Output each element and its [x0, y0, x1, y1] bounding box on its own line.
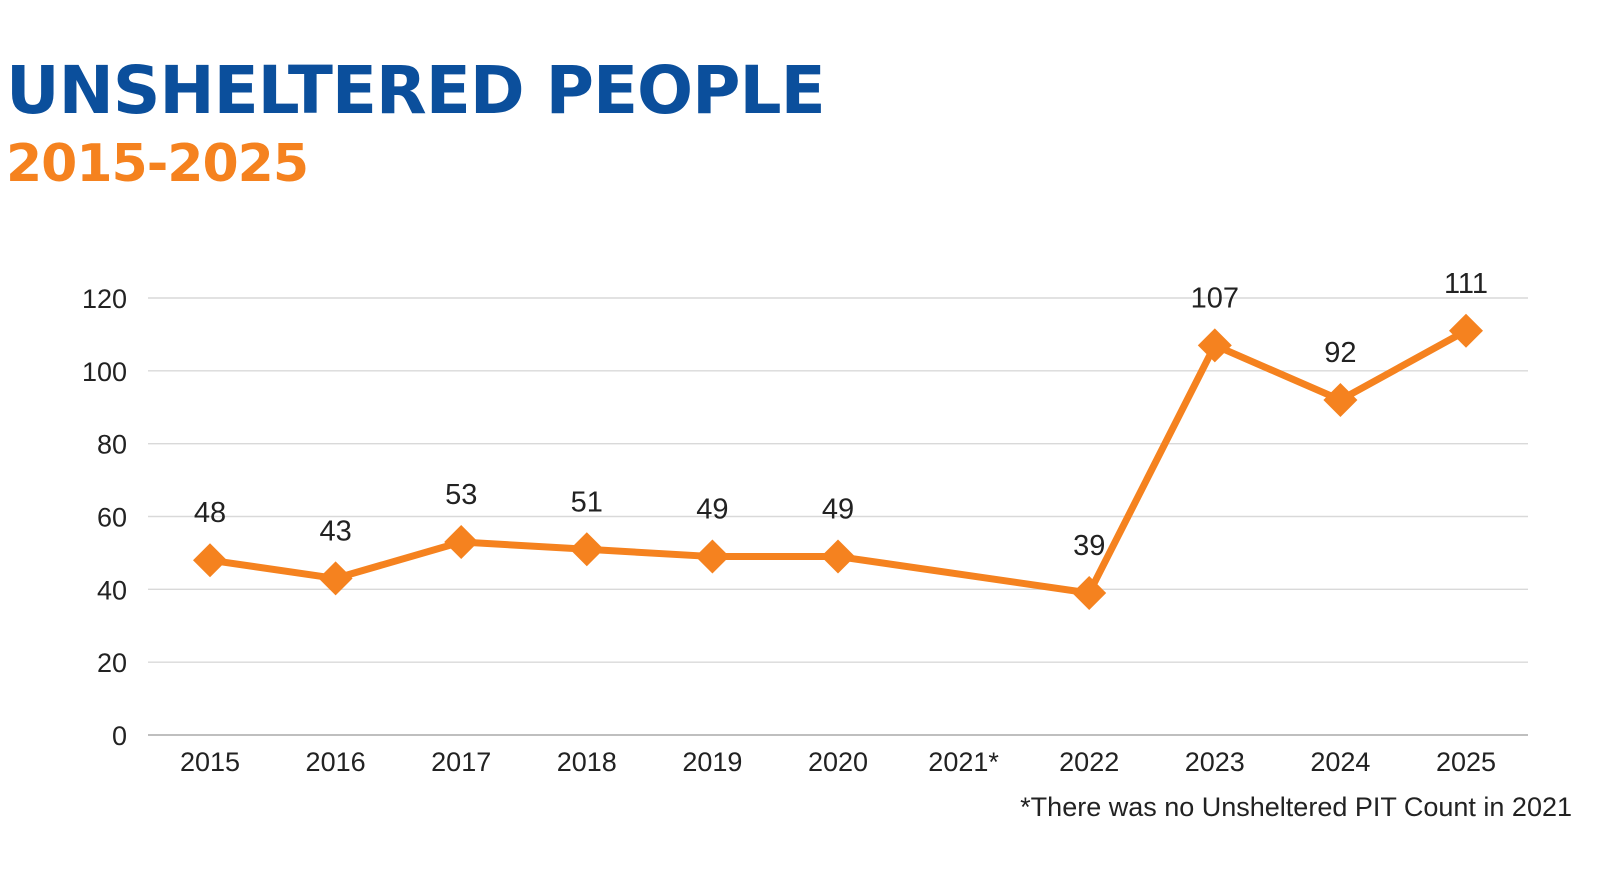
data-point-marker — [1449, 313, 1483, 348]
x-tick-label: 2024 — [1310, 747, 1370, 777]
data-label: 107 — [1191, 282, 1239, 314]
x-tick-label: 2019 — [682, 747, 742, 777]
data-point-marker — [1197, 328, 1232, 363]
x-tick-label: 2021* — [928, 747, 999, 777]
x-tick-label: 2017 — [431, 747, 491, 777]
x-axis-ticks: 2015 2016 2017 2018 2019 2020 2021* 2022 2023 202… — [180, 747, 1496, 777]
data-label: 48 — [194, 497, 226, 529]
series-line-layer — [206, 327, 1470, 597]
data-label-layer: 48 43 53 51 49 49 39 107 92 111 — [194, 268, 1488, 562]
x-tick-label: 2018 — [557, 747, 617, 777]
y-tick-label: 0 — [112, 721, 127, 751]
data-point-marker — [695, 539, 730, 574]
chart-title: UNSHELTERED PEOPLE — [6, 52, 826, 129]
x-tick-label: 2023 — [1185, 747, 1245, 777]
data-label: 39 — [1073, 530, 1105, 562]
data-label: 49 — [822, 494, 854, 526]
data-point-marker — [821, 539, 855, 574]
y-tick-label: 80 — [97, 430, 127, 460]
y-axis-ticks: 0 20 40 60 80 100 120 — [82, 284, 127, 751]
gridlines — [148, 297, 1528, 736]
y-tick-label: 100 — [82, 357, 127, 387]
series-line — [206, 327, 1470, 597]
data-point-marker — [569, 532, 604, 567]
y-tick-label: 40 — [97, 575, 127, 605]
data-point-marker — [1323, 382, 1358, 417]
x-tick-label: 2016 — [306, 747, 366, 777]
x-tick-label: 2020 — [808, 747, 868, 777]
x-tick-label: 2025 — [1436, 747, 1496, 777]
data-label: 51 — [571, 486, 603, 518]
data-label: 49 — [696, 494, 728, 526]
data-label: 111 — [1444, 268, 1488, 300]
data-label: 92 — [1324, 337, 1356, 369]
data-point-marker — [318, 561, 353, 596]
y-tick-label: 20 — [97, 648, 127, 678]
y-tick-label: 120 — [82, 284, 127, 314]
x-tick-label: 2015 — [180, 747, 240, 777]
data-point-marker — [1072, 575, 1107, 610]
marker-layer — [193, 313, 1483, 610]
data-point-marker — [444, 524, 479, 559]
data-point-marker — [193, 543, 227, 578]
data-label: 53 — [445, 479, 477, 511]
y-tick-label: 60 — [97, 503, 127, 533]
chart-footnote: *There was no Unsheltered PIT Count in 2… — [1020, 792, 1572, 822]
data-label: 43 — [319, 515, 351, 547]
chart-subtitle: 2015-2025 — [6, 134, 309, 194]
x-tick-label: 2022 — [1059, 747, 1119, 777]
